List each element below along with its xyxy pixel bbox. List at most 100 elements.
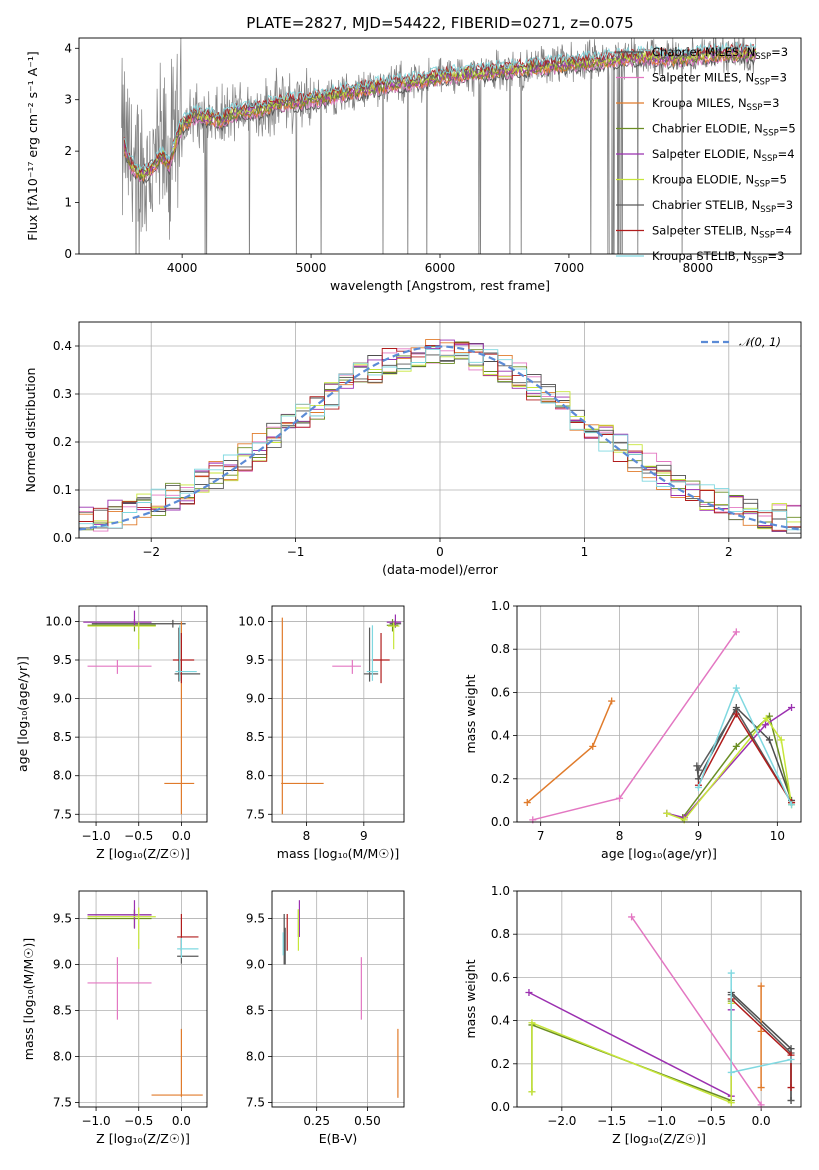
y-axis-label: Normed distribution	[23, 368, 38, 493]
tick-label-x: 8	[303, 829, 311, 843]
series-point-kroupa-stelib	[732, 684, 740, 692]
tick-label-x: 0.0	[172, 829, 191, 843]
tick-label-y: 9.0	[246, 958, 265, 972]
tick-label-x: 0.0	[172, 1114, 191, 1128]
tick-label-y: 10.0	[45, 614, 72, 628]
series-point-kroupa-elodie	[777, 736, 785, 744]
series-line-kroupa-miles	[526, 700, 613, 804]
tick-label-y: 7.5	[53, 1095, 72, 1109]
series-point-chabrier-miles	[693, 762, 701, 770]
tick-label-y: 0.1	[53, 483, 72, 497]
tick-label-y: 0.0	[53, 531, 72, 545]
tick-label-y: 0.0	[491, 815, 510, 829]
legend-label: Chabrier MILES, NSSP=3	[652, 45, 788, 62]
tick-label-y: 9.5	[53, 912, 72, 926]
series-line-salpeter-elodie	[528, 991, 732, 1098]
tick-label-x: −0.5	[697, 1114, 726, 1128]
histogram-salpeter-elodie	[79, 339, 801, 532]
tick-label-y: 0	[64, 247, 72, 261]
tick-label-x: 7	[537, 829, 545, 843]
series-point-kroupa-stelib	[727, 1068, 735, 1076]
histogram-chabrier-elodie	[79, 341, 801, 532]
tick-label-y: 3	[64, 93, 72, 107]
tick-label-y: 0.3	[53, 387, 72, 401]
series-point-kroupa-elodie	[528, 1088, 536, 1096]
series-point-kroupa-miles	[523, 799, 531, 807]
tick-label-y: 7.5	[53, 807, 72, 821]
tick-label-y: 0.4	[491, 1014, 510, 1028]
series-line-salpeter-miles	[532, 631, 737, 821]
legend-label: Kroupa STELIB, NSSP=3	[652, 249, 784, 266]
legend-label: Salpeter ELODIE, NSSP=4	[652, 147, 795, 164]
series-point-chabrier-miles	[694, 775, 702, 783]
series-point-kroupa-elodie	[663, 809, 671, 817]
chart-age-vs-mass: 8 9 7.5 8.0 8.5 9.0 9.5 10.0 mass [log₁₀(M/M☉)]	[238, 605, 405, 861]
series-point-chabrier-miles	[765, 736, 773, 744]
x-axis-label: wavelength [Angstrom, rest frame]	[330, 278, 550, 293]
tick-label-x: 10	[770, 829, 785, 843]
tick-label-y: 9.0	[53, 692, 72, 706]
chart-title: PLATE=2827, MJD=54422, FIBERID=0271, z=0…	[246, 14, 633, 32]
x-axis-label: E(B-V)	[319, 1131, 358, 1146]
x-axis-label: age [log₁₀(age/yr)]	[601, 846, 717, 861]
chart-residuals: −2 −1 0 1 2 0.0 0.1 0.2 0.3 0.4 (data-model)/error…	[23, 321, 802, 577]
tick-label-x: −2.0	[547, 1114, 576, 1128]
series-point-salpeter-elodie	[788, 704, 796, 712]
tick-label-x: 8000	[683, 261, 714, 275]
tick-label-y: 8.5	[246, 1003, 265, 1017]
tick-label-x: 0	[436, 545, 444, 559]
legend-label: 𝒩(0, 1)	[739, 335, 781, 349]
legend-label: Salpeter MILES, NSSP=3	[652, 71, 787, 88]
tick-label-y: 9.5	[246, 912, 265, 926]
tick-label-y: 0.2	[491, 1057, 510, 1071]
tick-label-x: −1.0	[81, 829, 110, 843]
tick-label-x: 9	[695, 829, 703, 843]
chart-age-vs-Z: −1.0 −0.5 0.0 7.5 8.0 8.5 9.0 9.5 10.0 Z [log₁₀(Z…	[15, 605, 208, 861]
tick-label-x: 0.50	[354, 1114, 381, 1128]
tick-label-x: −1.5	[597, 1114, 626, 1128]
series-line-salpeter-miles	[630, 916, 762, 1106]
axes-frame	[78, 890, 208, 1108]
tick-label-x: 2	[725, 545, 733, 559]
x-axis-label: Z [log₁₀(Z/Z☉)]	[96, 1131, 190, 1146]
legend-label: Chabrier ELODIE, NSSP=5	[652, 122, 796, 139]
axes-frame	[78, 37, 802, 255]
tick-label-y: 1.0	[491, 599, 510, 613]
tick-label-y: 7.5	[246, 1095, 265, 1109]
y-axis-label: age [log₁₀(age/yr)]	[15, 656, 30, 772]
tick-label-y: 1.0	[491, 884, 510, 898]
tick-label-x: 6000	[425, 261, 456, 275]
series-point-kroupa-miles	[757, 1084, 765, 1092]
series-point-kroupa-stelib	[694, 783, 702, 791]
series-point-kroupa-elodie	[727, 1099, 735, 1107]
tick-label-y: 9.0	[246, 692, 265, 706]
tick-label-y: 0.6	[491, 970, 510, 984]
x-axis-label: mass [log₁₀(M/M☉)]	[277, 846, 399, 861]
series-point-chabrier-stelib	[787, 1097, 795, 1105]
tick-label-y: 9.5	[246, 653, 265, 667]
series-point-chabrier-stelib	[694, 766, 702, 774]
tick-label-y: 8.5	[246, 730, 265, 744]
series-point-kroupa-miles	[757, 982, 765, 990]
tick-label-y: 9.0	[53, 958, 72, 972]
tick-label-y: 7.5	[246, 807, 265, 821]
axes-frame	[516, 890, 802, 1108]
chart-mass-vs-Z: −1.0 −0.5 0.0 7.5 8.0 8.5 9.0 9.5 Z [log₁₀(Z/Z☉)…	[21, 890, 208, 1146]
series-point-salpeter-miles	[628, 913, 636, 921]
axes-frame	[271, 890, 405, 1108]
tick-label-y: 8.5	[53, 730, 72, 744]
tick-label-y: 9.5	[53, 653, 72, 667]
histogram-kroupa-stelib	[79, 348, 801, 531]
tick-label-y: 0.4	[491, 729, 510, 743]
series-point-kroupa-miles	[608, 697, 616, 705]
axes-frame	[78, 605, 208, 823]
series-point-kroupa-miles	[757, 1027, 765, 1035]
series-point-kroupa-miles	[589, 742, 597, 750]
y-axis-label: mass [log₁₀(M/M☉)]	[21, 938, 36, 1060]
tick-label-x: 8	[616, 829, 624, 843]
tick-label-x: 0.25	[303, 1114, 330, 1128]
series-point-kroupa-stelib	[787, 1055, 795, 1063]
series-point-salpeter-stelib	[732, 710, 740, 718]
tick-label-y: 0.8	[491, 642, 510, 656]
